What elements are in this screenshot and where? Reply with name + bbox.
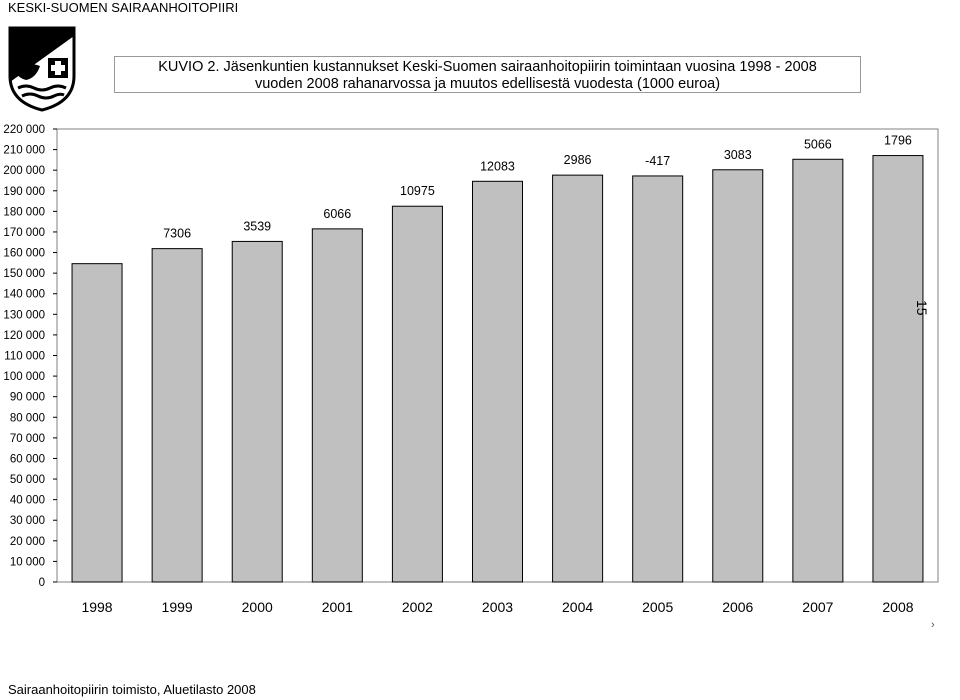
bar-2003 [472,180,523,583]
y-tick-label: 80 000 [10,412,45,424]
y-tick-label: 50 000 [10,474,45,486]
bar-2004 [552,174,604,583]
y-tick-label: 190 000 [3,186,45,198]
data-label: 7306 [163,227,191,241]
bar-2008 [872,155,924,583]
bar-2005 [632,175,684,583]
y-tick-label: 10 000 [10,556,45,568]
y-tick-label: 70 000 [10,433,45,445]
chart-title-line-1: KUVIO 2. Jäsenkuntien kustannukset Keski… [158,59,817,75]
y-tick-label: 110 000 [4,351,45,363]
x-tick-label: 2005 [642,599,673,615]
data-label: 12083 [480,159,515,173]
data-label: 3539 [243,219,271,233]
y-tick-label: 210 000 [3,145,45,157]
data-label: 6066 [323,207,351,221]
coat-of-arms-logo [8,26,76,112]
x-tick-label: 2001 [322,599,353,615]
y-tick-label: 0 [39,577,45,589]
y-tick-label: 60 000 [10,453,45,465]
y-tick-label: 90 000 [10,392,45,404]
data-label: -417 [645,154,670,168]
y-tick-label: 160 000 [3,248,45,260]
y-tick-label: 130 000 [3,309,45,321]
y-tick-label: 170 000 [3,227,45,239]
data-label: 10975 [400,184,435,198]
bar-2007 [792,158,844,583]
x-tick-label: 2006 [722,599,753,615]
x-tick-label: 2007 [802,599,833,615]
y-tick-label: 150 000 [3,268,45,280]
y-tick-label: 20 000 [10,536,45,548]
x-tick-label: 2000 [242,599,273,615]
data-label: 3083 [724,148,752,162]
bar-1998 [71,263,123,583]
x-tick-label: 2008 [882,599,913,615]
chart-title-box: KUVIO 2. Jäsenkuntien kustannukset Keski… [114,56,861,93]
y-tick-label: 180 000 [3,206,45,218]
y-tick-label: 120 000 [3,330,45,342]
page-number: 15 [914,300,930,316]
chart-title-line-2: vuoden 2008 rahanarvossa ja muutos edell… [254,76,721,92]
organization-name: KESKI-SUOMEN SAIRAANHOITOPIIRI [8,0,239,15]
y-tick-label: 220 000 [3,124,45,136]
x-tick-label: 2002 [402,599,433,615]
data-label: 1796 [884,134,912,148]
bar-2006 [712,169,764,583]
bar-2002 [391,205,443,583]
y-tick-label: 30 000 [10,515,45,527]
bar-1999 [151,248,203,583]
y-tick-label: 140 000 [3,289,45,301]
x-tick-label: 1998 [81,599,112,615]
data-label: 2986 [564,153,592,167]
source-footer: Sairaanhoitopiirin toimisto, Aluetilasto… [8,682,256,697]
data-label: 5066 [804,137,832,151]
x-tick-label: 1999 [162,599,193,615]
y-tick-label: 200 000 [3,165,45,177]
x-tick-label: 2003 [482,599,513,615]
y-tick-label: 40 000 [10,495,45,507]
x-tick-label: 2004 [562,599,593,615]
bar-2000 [231,240,283,583]
bar-2001 [311,228,363,583]
y-tick-label: 100 000 [3,371,45,383]
edge-mark: › [931,619,935,631]
